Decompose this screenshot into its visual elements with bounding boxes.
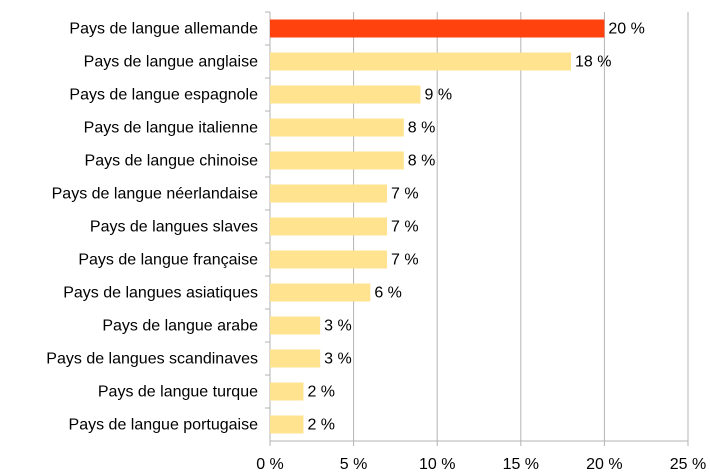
x-tick-label: 25 %	[670, 456, 706, 473]
y-tick-label: Pays de langues asiatiques	[63, 285, 258, 302]
y-tick-label: Pays de langue anglaise	[84, 54, 258, 71]
bar	[270, 151, 404, 170]
y-tick-label: Pays de langue portugaise	[69, 417, 259, 434]
y-tick-label: Pays de langue chinoise	[85, 153, 259, 170]
y-tick-label: Pays de langue française	[78, 252, 258, 269]
bar	[270, 250, 388, 269]
value-label: 2 %	[307, 384, 335, 401]
value-label: 7 %	[391, 186, 419, 203]
y-tick-label: Pays de langue allemande	[69, 21, 258, 38]
bar	[270, 316, 321, 335]
value-label: 7 %	[391, 219, 419, 236]
x-tick-label: 15 %	[503, 456, 539, 473]
value-label: 8 %	[408, 120, 436, 137]
y-tick-label: Pays de langue espagnole	[69, 87, 258, 104]
value-label: 7 %	[391, 252, 419, 269]
value-label: 6 %	[374, 285, 402, 302]
bar	[270, 217, 388, 236]
y-tick-label: Pays de langue arabe	[102, 318, 258, 335]
x-tick-label: 20 %	[586, 456, 622, 473]
bar	[270, 283, 371, 302]
bar	[270, 415, 304, 434]
y-tick-label: Pays de langues slaves	[90, 219, 258, 236]
value-label: 8 %	[408, 153, 436, 170]
value-label: 3 %	[324, 351, 352, 368]
bar	[270, 184, 388, 203]
value-label: 2 %	[307, 417, 335, 434]
x-tick-label: 10 %	[419, 456, 455, 473]
value-label: 18 %	[575, 54, 611, 71]
y-tick-label: Pays de langue italienne	[84, 120, 258, 137]
value-label: 9 %	[424, 87, 452, 104]
value-label: 20 %	[608, 21, 644, 38]
y-tick-label: Pays de langues scandinaves	[46, 351, 258, 368]
bar	[270, 85, 421, 104]
bar	[270, 19, 605, 38]
bar	[270, 382, 304, 401]
y-tick-label: Pays de langue néerlandaise	[52, 186, 258, 203]
y-tick-label: Pays de langue turque	[98, 384, 258, 401]
bar	[270, 349, 321, 368]
bar	[270, 52, 571, 71]
bar	[270, 118, 404, 137]
x-tick-label: 5 %	[340, 456, 368, 473]
value-label: 3 %	[324, 318, 352, 335]
x-tick-label: 0 %	[256, 456, 284, 473]
